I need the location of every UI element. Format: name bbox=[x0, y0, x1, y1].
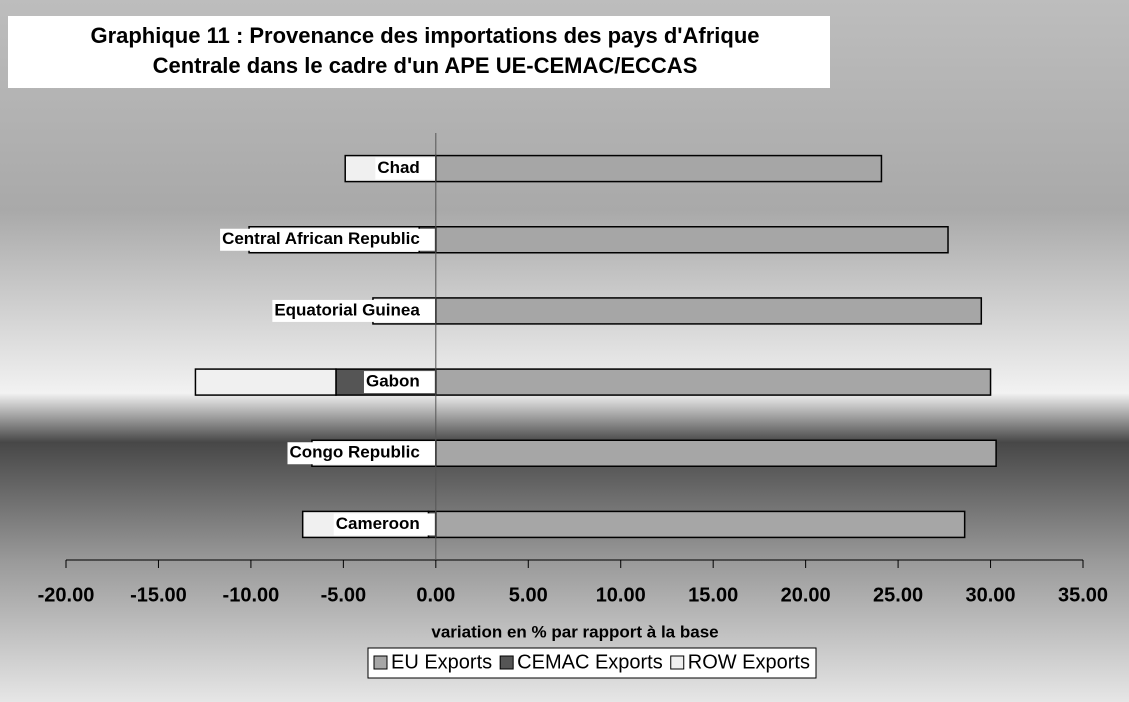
y-tick-label: Equatorial Guinea bbox=[274, 300, 420, 319]
bar bbox=[435, 297, 983, 325]
category-label-box bbox=[272, 299, 435, 322]
category-label-group: Equatorial Guinea bbox=[272, 299, 435, 322]
bar bbox=[194, 368, 337, 396]
y-tick-label: Central African Republic bbox=[222, 229, 420, 248]
x-tick-label: 15.00 bbox=[688, 584, 738, 606]
legend: EU Exports CEMAC Exports ROW Exports bbox=[367, 647, 817, 679]
x-tick-label: 30.00 bbox=[966, 584, 1016, 606]
chart-title: Centrale dans le cadre d'un APE UE-CEMAC… bbox=[153, 53, 698, 78]
legend-swatch bbox=[499, 655, 514, 670]
category-label-box bbox=[363, 371, 435, 394]
y-tick-label: Congo Republic bbox=[289, 443, 419, 462]
category-label-group: Congo Republic bbox=[287, 442, 435, 465]
bar bbox=[435, 439, 997, 467]
category-label-group: Gabon bbox=[363, 371, 435, 394]
y-tick-label: Cameroon bbox=[336, 514, 420, 533]
category-label-group: Central African Republic bbox=[220, 228, 435, 251]
category-label-box bbox=[220, 228, 435, 251]
legend-swatch bbox=[373, 655, 388, 670]
category-label-box bbox=[375, 157, 435, 180]
x-tick-label: 35.00 bbox=[1058, 584, 1108, 606]
legend-label: ROW Exports bbox=[688, 651, 810, 673]
x-axis-label: variation en % par rapport à la base bbox=[431, 622, 718, 641]
x-tick-label: -5.00 bbox=[321, 584, 367, 606]
title-box bbox=[8, 16, 830, 88]
legend-box bbox=[367, 647, 817, 679]
x-tick-label: 20.00 bbox=[781, 584, 831, 606]
bar bbox=[435, 226, 949, 254]
x-tick-label: 5.00 bbox=[509, 584, 548, 606]
x-tick-label: 25.00 bbox=[873, 584, 923, 606]
chart-title: Graphique 11 : Provenance des importatio… bbox=[90, 23, 759, 48]
x-tick-label: -15.00 bbox=[130, 584, 187, 606]
bar bbox=[435, 368, 992, 396]
legend-label: CEMAC Exports bbox=[517, 651, 663, 673]
x-tick-label: -10.00 bbox=[223, 584, 280, 606]
bar bbox=[435, 154, 883, 183]
x-tick-label: 10.00 bbox=[596, 584, 646, 606]
y-tick-label: Gabon bbox=[366, 372, 420, 391]
bar bbox=[435, 510, 966, 539]
y-tick-label: Chad bbox=[377, 158, 420, 177]
x-tick-label: -20.00 bbox=[38, 584, 95, 606]
legend-swatch bbox=[670, 655, 685, 670]
category-label-box bbox=[287, 442, 435, 465]
category-label-group: Cameroon bbox=[333, 513, 435, 536]
legend-label: EU Exports bbox=[391, 651, 492, 673]
category-label-box bbox=[333, 513, 435, 536]
category-label-group: Chad bbox=[375, 157, 435, 180]
x-tick-label: 0.00 bbox=[416, 584, 455, 606]
